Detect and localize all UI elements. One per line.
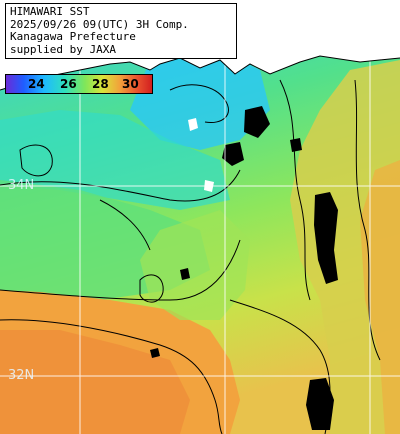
scale-label-30: 30 — [122, 77, 139, 91]
coastline — [0, 55, 400, 91]
contour-1 — [0, 169, 241, 202]
cloud-mask-4 — [306, 378, 334, 430]
sst-southwest-hot — [0, 330, 190, 434]
contour-8 — [0, 319, 223, 434]
contour-4 — [139, 274, 164, 303]
scale-label-26: 26 — [60, 77, 77, 91]
header-source: supplied by JAXA — [10, 42, 116, 56]
sst-central-mix — [140, 210, 250, 320]
cloud-mask-7 — [290, 138, 302, 152]
cloud-mask-2 — [222, 142, 244, 166]
contour-10 — [99, 199, 151, 251]
grid-label-32n: 32N — [8, 368, 35, 383]
sst-bay-cyan — [0, 110, 230, 210]
land-izu-islet — [188, 118, 198, 131]
header-datetime: 2025/09/26 09(UTC) 3H Comp. — [10, 17, 189, 31]
scale-label-28: 28 — [92, 77, 109, 91]
header-region: Kanagawa Prefecture — [10, 30, 136, 43]
contour-6 — [279, 79, 311, 301]
grid-label-34n: 34N — [8, 178, 35, 193]
info-panel: HIMAWARI SST 2025/09/26 09(UTC) 3H Comp.… — [5, 3, 237, 59]
color-scale: 24 26 28 30 — [5, 74, 153, 94]
contour-3 — [19, 144, 53, 177]
header-title: HIMAWARI SST — [10, 5, 90, 18]
cloud-mask-6 — [150, 348, 160, 358]
scale-label-24: 24 — [28, 77, 45, 91]
contour-5 — [229, 299, 331, 434]
cloud-mask-3 — [314, 192, 338, 284]
cloud-mask-5 — [180, 268, 190, 280]
cloud-mask-1 — [244, 106, 270, 138]
